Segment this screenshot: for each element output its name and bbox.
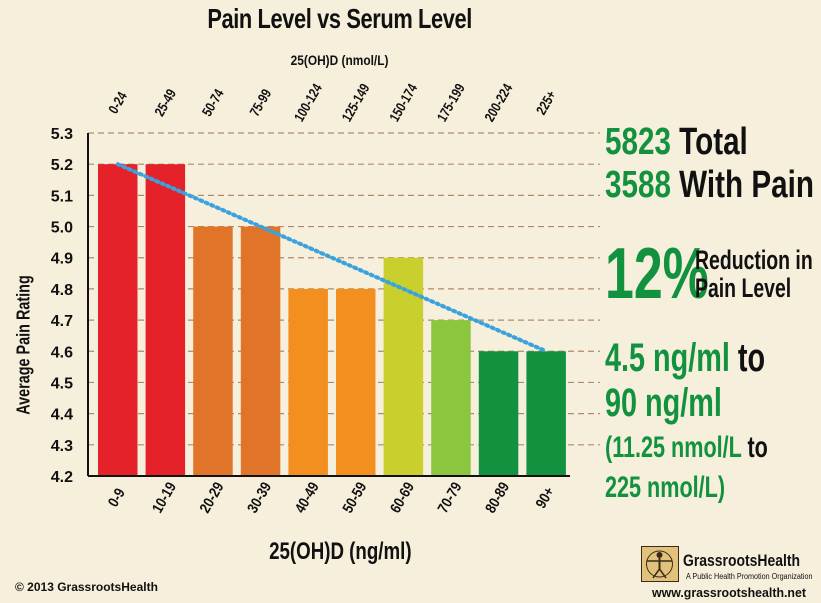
reduction-percent: 12% — [605, 238, 709, 310]
y-tick-label: 4.4 — [51, 407, 73, 424]
range-nmol-to-word: to — [747, 431, 768, 464]
y-tick-label: 4.9 — [51, 251, 73, 268]
reduction-line-1: Reduction in — [695, 245, 813, 275]
y-tick-label: 4.2 — [51, 469, 73, 486]
bar-10-19 — [145, 164, 186, 476]
website-link[interactable]: www.grassrootshealth.net — [652, 585, 806, 600]
top-tick-label: 125-149 — [339, 81, 373, 124]
bar-0-9 — [98, 164, 138, 476]
bar-40-49 — [288, 288, 328, 476]
pain-number: 3588 — [605, 164, 671, 206]
top-tick-label: 225+ — [533, 88, 559, 118]
bar-30-39 — [240, 226, 281, 476]
x-axis-label: 25(OH)D (ng/ml) — [268, 538, 412, 565]
range-line-2: 90 ng/ml — [605, 382, 722, 424]
x-tick-label: 30-39 — [243, 479, 274, 516]
y-tick-label: 5.2 — [51, 157, 73, 174]
range-from: 4.5 ng/ml — [605, 336, 730, 380]
x-tick-label: 90+ — [532, 484, 558, 511]
x-tick-label: 40-49 — [291, 479, 322, 516]
range-line-4: 225 nmol/L) — [605, 472, 725, 504]
x-tick-label: 70-79 — [434, 479, 465, 516]
y-tick-label: 5.1 — [51, 188, 73, 205]
top-tick-label: 100-124 — [291, 81, 325, 124]
bar-20-29 — [193, 226, 233, 476]
top-tick-label: 75-99 — [247, 87, 275, 120]
range-to-word: to — [737, 336, 766, 380]
x-tick-label: 50-59 — [338, 479, 369, 516]
range-nmol-from: (11.25 nmol/L — [605, 431, 742, 464]
x-tick-label: 10-19 — [148, 479, 179, 516]
reduction-text: Reduction in Pain Level — [695, 246, 813, 302]
reduction-line-2: Pain Level — [695, 273, 792, 303]
top-tick-label: 175-199 — [434, 81, 468, 124]
x-tick-label: 80-89 — [481, 479, 512, 516]
trendline — [115, 162, 549, 354]
y-tick-label: 4.8 — [51, 282, 73, 299]
bar-70-79 — [431, 320, 471, 476]
y-tick-label: 4.6 — [51, 344, 73, 361]
range-to: 90 ng/ml — [605, 381, 722, 425]
y-tick-label: 4.3 — [51, 438, 73, 455]
top-tick-label: 150-174 — [387, 81, 421, 124]
bar-80-89 — [478, 351, 519, 476]
range-line-1: 4.5 ng/ml to — [605, 337, 765, 379]
top-tick-label: 0-24 — [106, 89, 131, 116]
bar-50-59 — [336, 288, 376, 476]
bar-90+ — [526, 351, 566, 476]
top-tick-label: 200-224 — [482, 81, 516, 124]
top-axis-label: 25(OH)D (nmol/L) — [291, 52, 389, 68]
y-tick-label: 4.7 — [51, 313, 73, 330]
x-tick-label: 0-9 — [104, 485, 128, 510]
with-pain-stat: 3588 With Pain — [605, 165, 814, 205]
reduction-number: 12 — [605, 234, 663, 314]
top-tick-label: 50-74 — [199, 87, 227, 120]
top-tick-label: 25-49 — [152, 87, 180, 120]
bar-chart: 4.2 4.3 4.4 4.5 4.6 4.7 4.8 4.9 5.0 5.1 5.2 5.3 0-9 0… — [51, 81, 600, 516]
total-label: Total — [679, 121, 748, 163]
y-tick-label: 5.0 — [51, 220, 73, 237]
x-tick-label: 20-29 — [196, 479, 227, 516]
brand-name: GrassrootsHealth — [683, 551, 800, 570]
brand-tagline: A Public Health Promotion Organization — [686, 572, 813, 581]
total-number: 5823 — [605, 121, 671, 163]
percent-symbol: % — [662, 234, 709, 314]
range-nmol-to: 225 nmol/L) — [605, 471, 726, 504]
y-tick-label: 4.5 — [51, 375, 73, 392]
total-stat: 5823 Total — [605, 122, 748, 162]
chart-title: Pain Level vs Serum Level — [207, 3, 473, 34]
vitruvian-man-logo-icon — [641, 546, 679, 582]
copyright-text: © 2013 GrassrootsHealth — [15, 580, 158, 594]
range-line-3: (11.25 nmol/L to — [605, 432, 768, 464]
pain-label: With Pain — [679, 164, 814, 206]
y-tick-label: 5.3 — [51, 126, 73, 143]
x-tick-label: 60-69 — [386, 479, 417, 516]
